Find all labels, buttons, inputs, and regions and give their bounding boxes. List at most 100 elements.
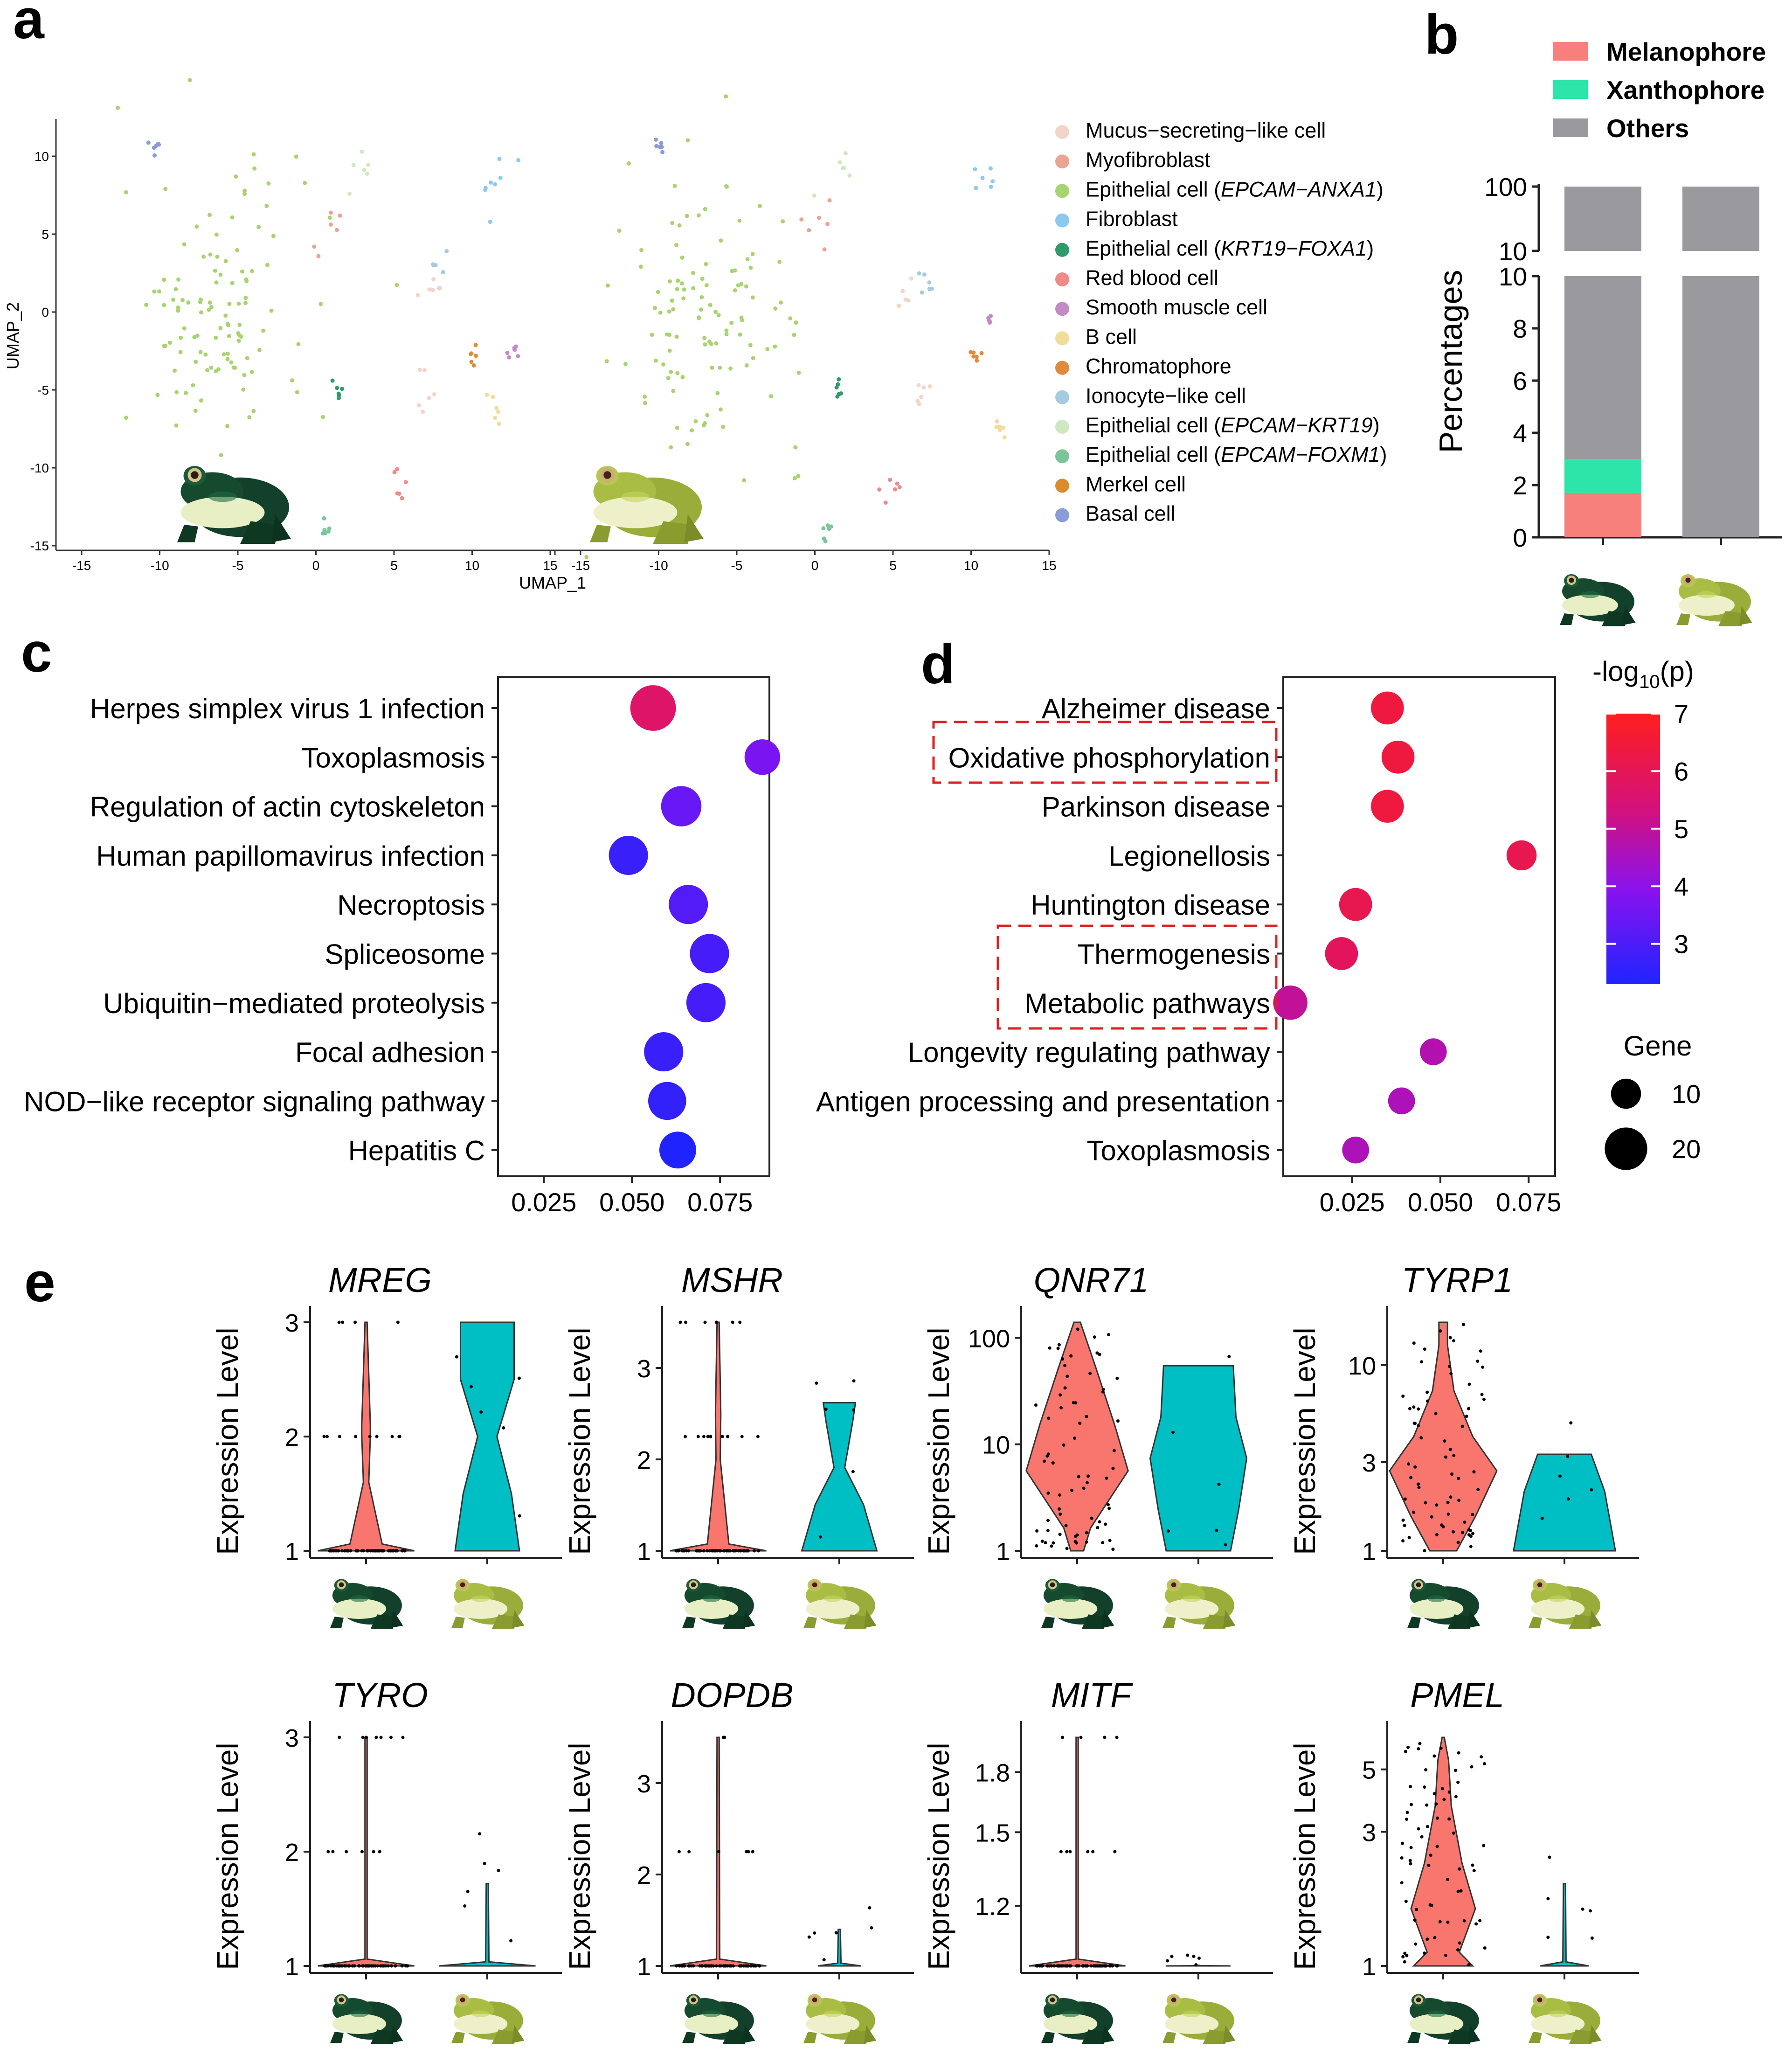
violin-y-tick-label: 10 <box>982 1431 1010 1459</box>
umap-point <box>214 280 219 285</box>
umap-point <box>362 167 367 172</box>
umap-point <box>227 333 231 338</box>
violin-point <box>479 1410 483 1414</box>
violin-point <box>1409 1784 1412 1788</box>
violin-point <box>1590 1488 1593 1492</box>
violin-point <box>1469 1534 1473 1538</box>
violin-point <box>518 1514 521 1518</box>
umap-point <box>895 481 899 486</box>
violin-point <box>1480 1393 1484 1396</box>
violin-point <box>333 1964 337 1968</box>
violin-y-tick-label: 1 <box>996 1538 1010 1566</box>
violin-point <box>1456 1889 1460 1893</box>
c-enrichment-dot <box>686 983 726 1022</box>
umap-point <box>788 316 793 321</box>
violin-point <box>1408 1407 1411 1410</box>
violin-point <box>834 1931 838 1935</box>
light-frog-image <box>590 466 704 544</box>
umap-cluster <box>330 378 345 400</box>
umap-point <box>173 368 177 373</box>
umap-point <box>777 259 782 264</box>
violin-point <box>1470 1765 1474 1769</box>
violin-point <box>1401 1955 1405 1958</box>
violin-point <box>390 1964 394 1968</box>
violin-point <box>713 1549 717 1553</box>
umap-point <box>827 198 832 202</box>
violin-y-tick-label: 2 <box>637 1446 651 1474</box>
umap-point <box>322 528 327 533</box>
violin-point <box>394 1549 397 1553</box>
violin-point <box>1215 1528 1218 1532</box>
violin-point <box>1569 1421 1573 1425</box>
umap-point <box>256 225 261 229</box>
umap-point <box>415 293 420 298</box>
c-pathway-label: Toxoplasmosis <box>302 742 485 773</box>
violin-point <box>1400 1881 1404 1885</box>
violin-point <box>463 1904 467 1908</box>
bar-legend-label: Xanthophore <box>1606 76 1764 104</box>
violin-point <box>1457 1499 1461 1502</box>
violin-point <box>1417 1747 1420 1751</box>
violin-point <box>1404 1750 1407 1753</box>
violin-point <box>718 1549 721 1553</box>
umap-point <box>488 219 492 224</box>
violin-point <box>1038 1964 1042 1968</box>
umap-point <box>257 347 262 352</box>
violin-point <box>328 1549 332 1553</box>
violin-point <box>753 1549 756 1553</box>
violin-point <box>726 1964 730 1968</box>
panel-label-a: a <box>13 0 45 50</box>
umap-x-tick-label: 5 <box>889 558 897 573</box>
violin-point <box>364 1736 368 1739</box>
umap-legend-gene: KRT19−FOXA1 <box>1221 236 1367 260</box>
umap-point <box>796 474 801 479</box>
highlight-box-oxphos <box>932 721 1278 784</box>
umap-legend-label: Ionocyte−like cell <box>1086 384 1246 408</box>
violin-point <box>1471 1863 1474 1867</box>
umap-point <box>691 271 696 275</box>
umap-point <box>245 356 249 361</box>
violin-point <box>1073 1540 1077 1543</box>
violin-point <box>684 1435 687 1438</box>
umap-x-tick-label: -10 <box>649 558 668 573</box>
violin-point <box>361 1736 365 1739</box>
umap-point <box>638 264 643 269</box>
umap-legend-label: Merkel cell <box>1086 472 1186 496</box>
umap-point <box>243 296 248 300</box>
stacked-bar-segment <box>1564 187 1641 251</box>
violin-point <box>1546 1936 1550 1939</box>
violin-light-frog-icon <box>451 1994 525 2044</box>
umap-legend-label: B cell <box>1086 325 1137 348</box>
umap-point <box>998 428 1003 432</box>
umap-point <box>671 307 676 312</box>
violin-point <box>1435 1816 1439 1820</box>
umap-point <box>781 219 785 224</box>
umap-point <box>666 376 671 381</box>
umap-point <box>241 387 246 392</box>
violin-point <box>1548 1855 1551 1859</box>
violin-point <box>818 1535 822 1539</box>
c-pathway-label: Spliceosome <box>325 939 485 970</box>
umap-point <box>659 141 664 146</box>
violin-y-tick-label: 10 <box>1348 1352 1376 1380</box>
violin-point <box>1043 1459 1046 1463</box>
umap-point <box>883 500 888 505</box>
umap-point <box>176 308 180 313</box>
umap-point <box>604 359 609 364</box>
violin-point <box>1469 1545 1473 1548</box>
umap-point <box>827 527 831 531</box>
violin-point <box>1407 1462 1411 1466</box>
umap-cluster <box>917 271 934 295</box>
violin-point <box>745 1964 749 1968</box>
bar-y-tick-label: 10 <box>1499 237 1527 266</box>
umap-legend-text: Epithelial cell ( <box>1086 177 1221 201</box>
umap-point <box>303 181 307 185</box>
violin-point <box>1405 1818 1409 1821</box>
violin-plot-qnr71: QNR71 Expression Level 1 10 100 <box>922 1261 1273 1629</box>
violin-point <box>1405 1954 1409 1958</box>
umap-point <box>691 286 696 291</box>
violin-dark-frog-icon <box>1041 1579 1114 1629</box>
umap-y-tick-label: 10 <box>35 149 49 164</box>
violin-point <box>1446 1920 1450 1924</box>
violin-point <box>1192 1954 1196 1958</box>
